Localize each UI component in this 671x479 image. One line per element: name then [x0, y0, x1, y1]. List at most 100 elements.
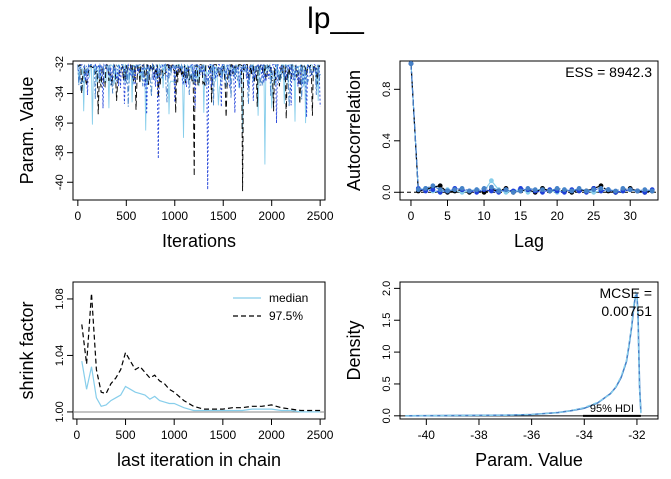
trace-panel: 0 500 1000 1500 2000 2500 -40 -38 -36 -34 -32 Itera… [17, 56, 334, 251]
x-tick-label: -40 [418, 428, 436, 442]
x-tick-label: 0 [408, 209, 415, 223]
shrink-series-2 [81, 293, 321, 412]
acf-point [591, 187, 597, 193]
y-tick-label: -38 [54, 145, 66, 161]
acf-point [510, 189, 516, 195]
trace-series-3 [77, 62, 321, 190]
density-curve-2 [405, 291, 642, 417]
legend-entry: 97.5% [269, 309, 303, 323]
y-tick-label: 1.04 [54, 345, 66, 366]
acf-point [605, 187, 611, 193]
x-axis-label: Iterations [162, 231, 236, 251]
y-axis-label: Density [344, 320, 364, 380]
acf-point [467, 188, 472, 194]
acf-point [554, 186, 560, 191]
acf-point [459, 186, 465, 191]
acf-point [613, 188, 618, 194]
acf-point [503, 187, 509, 193]
y-tick-label: 0.5 [381, 376, 393, 391]
acf-point [474, 187, 480, 193]
x-tick-label: 2000 [258, 428, 285, 442]
acf-point [408, 61, 414, 66]
acf-line-3 [410, 63, 653, 193]
y-tick-label: 0.4 [381, 133, 393, 148]
y-tick-label: 0.0 [381, 185, 393, 200]
mcse-annotation-value: 0.00751 [601, 303, 652, 319]
x-axis-label: last iteration in chain [117, 450, 281, 470]
x-tick-label: -38 [470, 428, 488, 442]
acf-point [430, 187, 436, 193]
x-tick-label: -36 [523, 428, 541, 442]
acf-point [620, 186, 626, 191]
y-tick-label: 0.0 [381, 408, 393, 423]
acf-point [547, 188, 553, 194]
x-tick-label: -34 [576, 428, 594, 442]
acf-point [635, 188, 640, 194]
x-axis-label: Param. Value [475, 450, 583, 470]
acf-point [642, 187, 648, 193]
acf-point [569, 188, 575, 194]
plot-frame [72, 281, 326, 420]
y-tick-label: -40 [54, 174, 66, 190]
acf-point [489, 184, 494, 190]
y-tick-label: 1.0 [381, 344, 393, 359]
x-tick-label: 20 [550, 209, 564, 223]
acf-point [437, 183, 443, 189]
trace-series-2 [77, 63, 321, 192]
y-tick-label: 1.5 [381, 313, 393, 328]
acf-point [415, 187, 421, 193]
acf-point [649, 188, 655, 194]
acf-point [437, 187, 443, 193]
acf-point [489, 178, 494, 184]
y-tick-label: -32 [54, 56, 66, 72]
acf-point [576, 186, 582, 191]
acf-line-4 [410, 63, 653, 193]
x-tick-label: 2500 [307, 209, 334, 223]
y-tick-label: 1.00 [54, 401, 66, 422]
x-tick-label: 2500 [307, 428, 334, 442]
x-tick-label: -32 [628, 428, 646, 442]
acf-point [525, 186, 531, 191]
x-tick-label: 2000 [258, 209, 285, 223]
acf-point [496, 188, 502, 194]
y-tick-label: -34 [54, 86, 66, 102]
x-tick-label: 1000 [161, 428, 188, 442]
acf-point [423, 186, 428, 191]
x-tick-label: 5 [444, 209, 451, 223]
acf-point [532, 187, 538, 193]
acf-line-1 [410, 63, 653, 193]
trace-series-4 [77, 62, 321, 107]
x-tick-label: 1500 [209, 428, 236, 442]
x-tick-label: 500 [116, 209, 136, 223]
acf-point [518, 188, 523, 194]
y-tick-label: 1.08 [54, 288, 66, 309]
legend-entry: median [269, 291, 308, 305]
x-tick-label: 1500 [210, 209, 237, 223]
acf-point [540, 187, 545, 193]
x-tick-label: 25 [587, 209, 601, 223]
x-tick-label: 10 [477, 209, 491, 223]
acf-line-2 [410, 63, 653, 193]
page-title: lp__ [307, 2, 364, 35]
x-tick-label: 0 [75, 209, 82, 223]
acf-point [584, 188, 589, 194]
acf-point [562, 187, 567, 193]
shrink-panel: 0 500 1000 1500 2000 2500 1.00 1.04 1.08 last ite… [17, 281, 334, 470]
acf-point [430, 183, 436, 189]
acf-point [598, 186, 604, 191]
autocorrelation-panel: 0 5 10 15 20 25 30 0.0 0.4 0.8 Lag Autocorrelation E… [344, 60, 659, 251]
shrink-series-1 [81, 360, 321, 413]
x-tick-label: 15 [514, 209, 528, 223]
y-axis-label: Autocorrelation [344, 70, 364, 191]
trace-lines [77, 62, 321, 192]
acf-point [445, 188, 450, 194]
acf-point [489, 188, 494, 194]
density-panel: -40 -38 -36 -34 -32 0.0 0.5 1.0 1.5 2.0 Param. Val… [344, 281, 659, 470]
x-tick-label: 1000 [161, 209, 188, 223]
mcse-annotation-label: MCSE = [599, 285, 652, 301]
x-axis-label: Lag [514, 231, 544, 251]
acf-point [452, 187, 458, 193]
y-tick-label: -36 [54, 115, 66, 131]
x-tick-label: 0 [74, 428, 81, 442]
